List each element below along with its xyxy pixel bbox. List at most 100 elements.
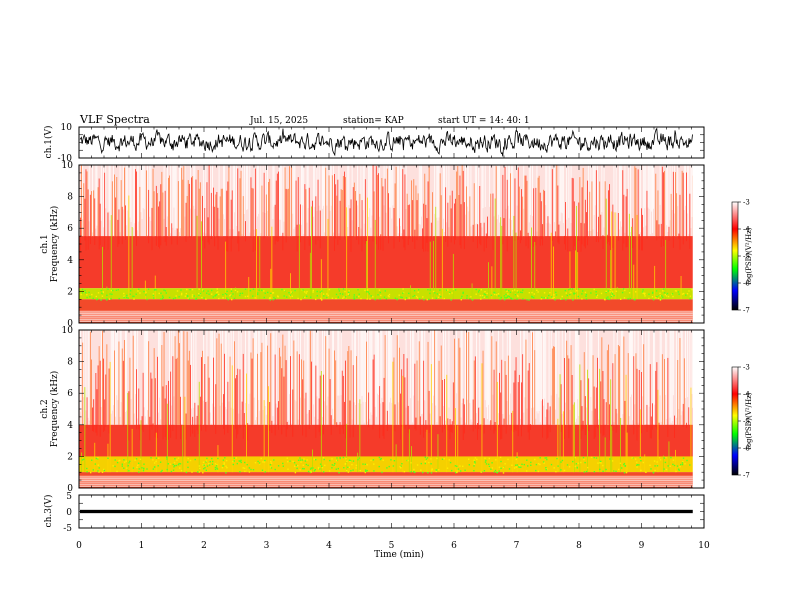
spectrum-speckle bbox=[310, 471, 312, 473]
spectrum-streak bbox=[555, 231, 557, 238]
spectrum-streak bbox=[132, 165, 134, 228]
spectrum-streak bbox=[336, 195, 338, 237]
spectrum-streak bbox=[520, 330, 521, 419]
spectrum-streak bbox=[171, 330, 173, 406]
spectrum-speckle bbox=[526, 470, 528, 472]
spectrum-speckle bbox=[118, 297, 120, 300]
spectrum-speckle bbox=[457, 468, 460, 470]
spectrum-streak bbox=[351, 165, 353, 221]
spectrum-streak bbox=[93, 190, 95, 237]
spectrum-speckle bbox=[97, 470, 99, 472]
colorbar-tick-label: -4 bbox=[743, 226, 750, 234]
spectrum-speckle bbox=[448, 459, 450, 461]
spectrum-streak bbox=[133, 165, 135, 224]
spectrum-streak bbox=[316, 165, 318, 211]
spectrum-speckle bbox=[139, 458, 142, 460]
spectrum-streak bbox=[646, 190, 648, 239]
spectrum-speckle bbox=[321, 290, 323, 292]
spectrum-speckle bbox=[185, 293, 187, 295]
spectrum-streak bbox=[83, 330, 85, 398]
spectrum-speckle bbox=[329, 459, 331, 462]
spectrum-speckle bbox=[211, 463, 214, 465]
spectrum-streak bbox=[423, 360, 425, 438]
spectrum-streak bbox=[207, 217, 209, 243]
spectrum-speckle bbox=[126, 294, 128, 297]
spectrum-streak bbox=[614, 212, 616, 300]
spectrum-speckle bbox=[269, 466, 272, 468]
spectrum-streak bbox=[356, 200, 357, 240]
ch2-spectrogram-heatmap bbox=[79, 330, 704, 488]
spectrum-speckle bbox=[413, 468, 415, 471]
spectrum-speckle bbox=[180, 469, 183, 472]
spectrum-streak bbox=[86, 171, 88, 237]
spectrum-streak bbox=[666, 165, 668, 226]
spectrum-speckle bbox=[573, 293, 575, 295]
spectrum-speckle bbox=[664, 294, 667, 296]
spectrum-speckle bbox=[331, 467, 333, 469]
spectrum-speckle bbox=[657, 297, 660, 300]
spectrum-streak bbox=[564, 235, 565, 245]
spectrum-streak bbox=[617, 213, 619, 241]
spectrum-streak bbox=[462, 398, 464, 440]
spectrum-streak bbox=[418, 165, 420, 225]
spectrum-speckle bbox=[357, 289, 359, 291]
spectrum-speckle bbox=[564, 289, 566, 292]
spectrum-speckle bbox=[424, 462, 426, 465]
spectrum-streak bbox=[219, 196, 221, 237]
spectrum-speckle bbox=[468, 464, 470, 466]
spectrum-speckle bbox=[309, 471, 312, 474]
spectrum-streak bbox=[403, 229, 405, 248]
spectrum-speckle bbox=[665, 295, 668, 297]
spectrum-streak bbox=[180, 165, 181, 229]
colorbar-tick-label: -5 bbox=[743, 253, 750, 261]
spectrum-speckle bbox=[178, 296, 180, 298]
spectrum-speckle bbox=[441, 458, 444, 460]
spectrum-speckle bbox=[315, 459, 317, 461]
spectrum-speckle bbox=[639, 456, 641, 459]
spectrum-speckle bbox=[327, 294, 329, 297]
spectrum-streak bbox=[608, 190, 609, 242]
spectrum-speckle bbox=[486, 292, 488, 295]
spectrum-streak bbox=[427, 181, 429, 252]
spectrum-speckle bbox=[343, 296, 345, 298]
spectrum-streak bbox=[567, 355, 569, 425]
spectrum-speckle bbox=[236, 462, 238, 465]
spectrum-streak bbox=[142, 165, 144, 208]
spectrum-streak bbox=[679, 338, 681, 425]
spectrum-speckle bbox=[507, 458, 509, 461]
spectrum-speckle bbox=[460, 299, 462, 301]
spectrum-speckle bbox=[128, 462, 130, 464]
spectrum-speckle bbox=[204, 467, 206, 469]
spectrum-streak bbox=[614, 354, 616, 425]
frequency-tick-label: 4 bbox=[67, 256, 73, 266]
spectrum-speckle bbox=[408, 297, 410, 299]
spectrum-streak bbox=[485, 233, 487, 248]
spectrum-streak bbox=[661, 166, 663, 240]
spectrum-streak bbox=[537, 177, 539, 237]
spectrum-streak bbox=[153, 348, 155, 425]
green-band bbox=[79, 456, 694, 473]
spectrum-streak bbox=[481, 165, 483, 228]
spectrum-streak bbox=[261, 342, 263, 425]
spectrum-speckle bbox=[127, 465, 129, 467]
spectrum-streak bbox=[441, 380, 443, 433]
spectrum-streak bbox=[313, 165, 315, 217]
spectrum-streak bbox=[576, 330, 577, 419]
spectrum-speckle bbox=[80, 293, 82, 296]
spectrum-speckle bbox=[636, 461, 638, 463]
spectrum-speckle bbox=[306, 295, 308, 297]
spectrum-streak bbox=[239, 369, 241, 429]
spectrum-speckle bbox=[473, 470, 475, 472]
spectrum-speckle bbox=[347, 471, 350, 473]
spectrum-streak bbox=[661, 354, 663, 425]
spectrum-streak bbox=[302, 379, 304, 436]
spectrum-streak bbox=[647, 330, 649, 425]
spectrum-speckle bbox=[496, 471, 499, 474]
spectrum-speckle bbox=[345, 458, 347, 460]
spectrum-streak bbox=[657, 190, 659, 237]
spectrum-streak bbox=[88, 330, 90, 421]
spectrum-streak bbox=[521, 382, 522, 437]
spectrum-streak bbox=[114, 350, 115, 425]
spectrum-speckle bbox=[635, 291, 637, 293]
spectrum-streak bbox=[359, 193, 361, 237]
